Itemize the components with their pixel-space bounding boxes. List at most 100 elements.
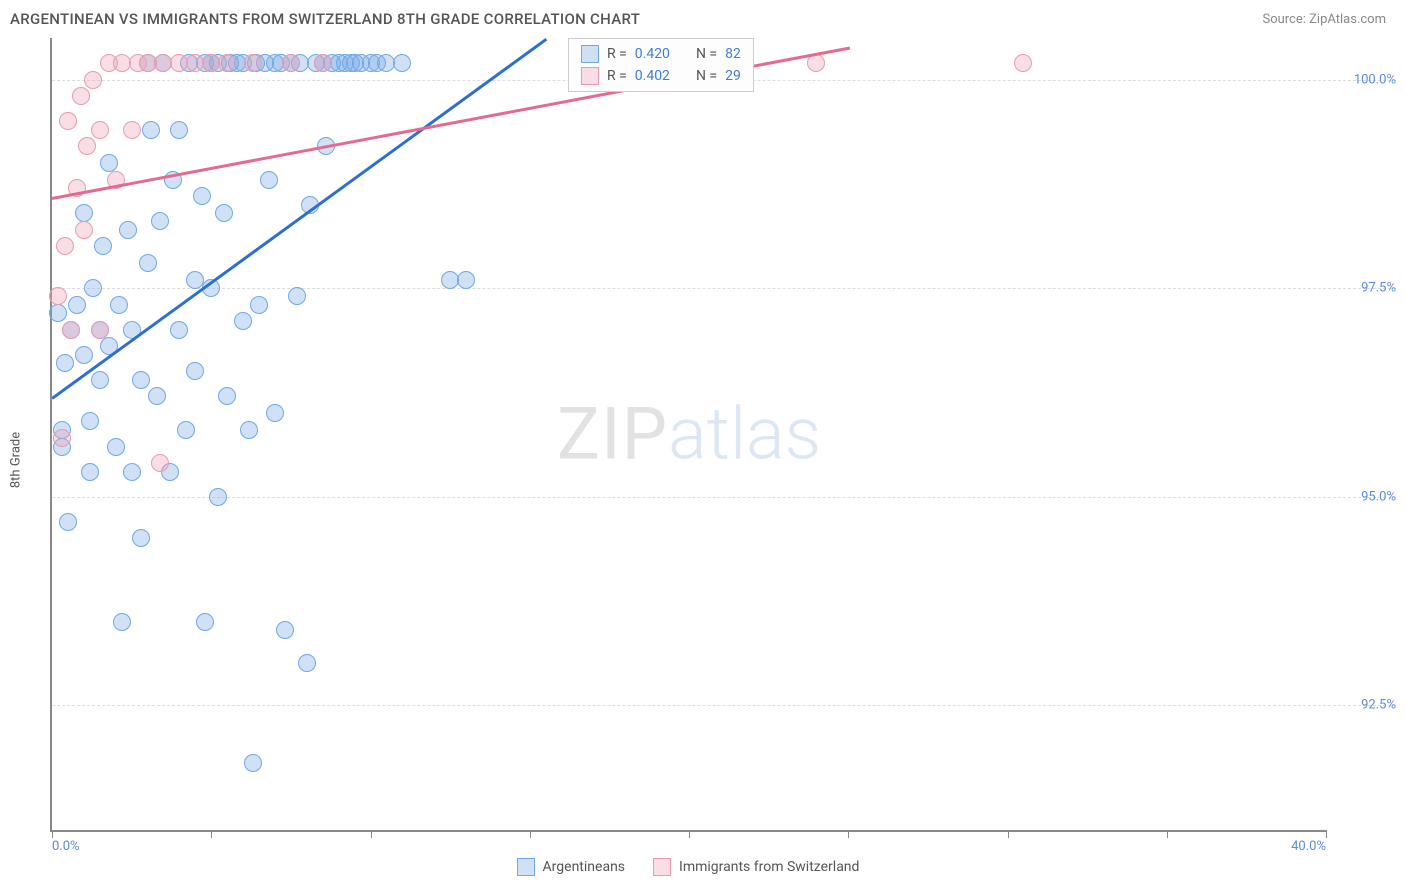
scatter-point	[250, 296, 268, 314]
scatter-point	[62, 321, 80, 339]
legend-n-label: N =	[696, 68, 717, 84]
scatter-point	[84, 71, 102, 89]
scatter-point	[234, 312, 252, 330]
legend-series-label: Immigrants from Switzerland	[679, 859, 859, 875]
legend-series-label: Argentineans	[543, 859, 625, 875]
scatter-point	[139, 254, 157, 272]
legend-n-value: 82	[725, 46, 741, 62]
scatter-point	[151, 212, 169, 230]
scatter-point	[1014, 54, 1032, 72]
scatter-point	[119, 221, 137, 239]
scatter-point	[91, 121, 109, 139]
legend-row: R =0.420N =82	[581, 43, 741, 65]
gridline	[52, 497, 1396, 498]
x-tick	[211, 830, 212, 838]
scatter-point	[193, 187, 211, 205]
legend-series-item: Argentineans	[517, 858, 625, 876]
scatter-point	[215, 204, 233, 222]
scatter-point	[240, 421, 258, 439]
scatter-point	[49, 304, 67, 322]
legend-n-value: 29	[725, 68, 741, 84]
legend-r-label: R =	[607, 46, 627, 62]
scatter-point	[107, 438, 125, 456]
scatter-point	[84, 279, 102, 297]
scatter-point	[218, 54, 236, 72]
legend-n-label: N =	[696, 46, 717, 62]
scatter-point	[298, 654, 316, 672]
gridline	[52, 288, 1396, 289]
scatter-point	[177, 421, 195, 439]
legend-row: R = 0.402 N = 29	[581, 65, 741, 87]
y-axis-label: 8th Grade	[9, 432, 24, 488]
scatter-point	[393, 54, 411, 72]
scatter-point	[75, 346, 93, 364]
x-tick	[52, 830, 53, 838]
scatter-point	[100, 154, 118, 172]
scatter-point	[53, 429, 71, 447]
scatter-point	[75, 221, 93, 239]
chart-container: 8th Grade ZIPatlas 92.5% 95.0% 97.5% 100.0%…	[10, 38, 1396, 882]
scatter-point	[244, 754, 262, 772]
y-tick-label: 92.5%	[1336, 697, 1396, 712]
scatter-point	[56, 237, 74, 255]
x-tick	[689, 830, 690, 838]
x-tick	[848, 830, 849, 838]
scatter-point	[75, 204, 93, 222]
scatter-point	[151, 454, 169, 472]
x-tick-label: 40.0%	[1291, 839, 1326, 854]
scatter-point	[807, 54, 825, 72]
legend-swatch	[581, 67, 599, 85]
scatter-point	[123, 121, 141, 139]
scatter-point	[91, 321, 109, 339]
scatter-point	[81, 463, 99, 481]
scatter-point	[288, 287, 306, 305]
scatter-point	[56, 354, 74, 372]
legend-series-item: Immigrants from Switzerland	[653, 858, 859, 876]
scatter-point	[260, 171, 278, 189]
scatter-point	[59, 112, 77, 130]
scatter-point	[148, 387, 166, 405]
scatter-point	[91, 371, 109, 389]
y-tick-label: 100.0%	[1336, 72, 1396, 87]
legend-r-label: R =	[607, 68, 627, 84]
scatter-point	[170, 321, 188, 339]
trend-line	[51, 38, 547, 399]
scatter-point	[244, 54, 262, 72]
scatter-point	[276, 621, 294, 639]
scatter-point	[170, 121, 188, 139]
x-tick	[530, 830, 531, 838]
legend-swatch	[653, 858, 671, 876]
scatter-point	[78, 137, 96, 155]
gridline	[52, 705, 1396, 706]
watermark-atlas: atlas	[668, 392, 821, 477]
x-tick-label: 0.0%	[52, 839, 80, 854]
legend-swatch	[517, 858, 535, 876]
legend-series: Argentineans Immigrants from Switzerland	[50, 858, 1326, 876]
x-tick	[1008, 830, 1009, 838]
y-tick-label: 95.0%	[1336, 489, 1396, 504]
scatter-point	[81, 412, 99, 430]
x-tick	[371, 830, 372, 838]
x-tick	[1167, 830, 1168, 838]
legend-correlation: R =0.420N =82R =0.402N =29	[568, 38, 754, 92]
source-attribution: Source: ZipAtlas.com	[1262, 12, 1386, 27]
x-tick	[1326, 830, 1327, 838]
scatter-point	[132, 529, 150, 547]
watermark: ZIPatlas	[557, 392, 821, 477]
scatter-point	[457, 271, 475, 289]
legend-r-value: 0.402	[635, 68, 670, 84]
scatter-point	[113, 613, 131, 631]
scatter-point	[59, 513, 77, 531]
scatter-point	[196, 613, 214, 631]
watermark-zip: ZIP	[557, 392, 668, 477]
legend-swatch	[581, 45, 599, 63]
scatter-point	[142, 121, 160, 139]
scatter-point	[49, 287, 67, 305]
scatter-point	[266, 404, 284, 422]
scatter-point	[218, 387, 236, 405]
y-tick-label: 97.5%	[1336, 281, 1396, 296]
scatter-point	[314, 54, 332, 72]
scatter-point	[132, 371, 150, 389]
scatter-point	[282, 54, 300, 72]
chart-title: ARGENTINEAN VS IMMIGRANTS FROM SWITZERLA…	[10, 10, 640, 28]
